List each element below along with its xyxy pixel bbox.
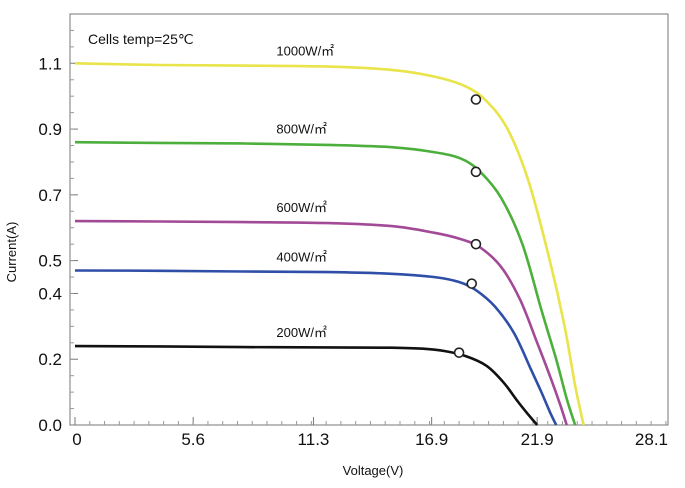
series-label: 800W/㎡: [276, 122, 327, 137]
mpp-marker: [453, 347, 465, 358]
x-axis-title: Voltage(V): [343, 463, 404, 478]
y-axis-title: Current(A): [4, 222, 19, 283]
x-tick-label: 21.9: [521, 430, 554, 449]
temperature-annotation: Cells temp=25℃: [88, 31, 194, 47]
y-tick-label: 0.0: [38, 416, 62, 435]
x-tick-label: 5.6: [181, 430, 205, 449]
y-axis: 0.0 0.2 0.4 0.5 0.7 0.9 1.1: [38, 29, 78, 435]
x-tick-label: 28.1: [635, 430, 668, 449]
series-group: 1000W/㎡ 800W/㎡ 600W/㎡ 400W/㎡ 200W/㎡: [74, 44, 585, 426]
y-tick-label: 0.7: [38, 186, 62, 205]
y-tick-label: 0.4: [38, 284, 62, 303]
x-tick-label: 11.3: [298, 430, 330, 449]
series-label: 600W/㎡: [276, 200, 327, 215]
x-tick-label: 16.9: [415, 430, 448, 449]
series-label: 200W/㎡: [276, 325, 327, 340]
mpp-marker: [470, 166, 482, 178]
y-tick-label: 0.2: [38, 350, 62, 369]
series-line: [74, 219, 568, 426]
series-line: [74, 269, 558, 426]
mpp-marker: [470, 94, 482, 105]
series-line: [74, 344, 539, 426]
series-label: 400W/㎡: [276, 249, 327, 264]
series-label: 1000W/㎡: [276, 44, 334, 59]
y-tick-label: 0.5: [38, 252, 62, 271]
series-line: [74, 140, 577, 426]
plot-frame: [69, 13, 669, 426]
x-axis: 0 5.6 11.3 16.9 21.9 28.1: [72, 417, 669, 449]
mpp-marker: [466, 278, 478, 289]
mpp-marker: [470, 238, 482, 250]
x-tick-label: 0: [72, 430, 81, 449]
y-tick-label: 1.1: [38, 54, 62, 73]
y-tick-label: 0.9: [38, 120, 62, 139]
series-line: [74, 62, 585, 426]
